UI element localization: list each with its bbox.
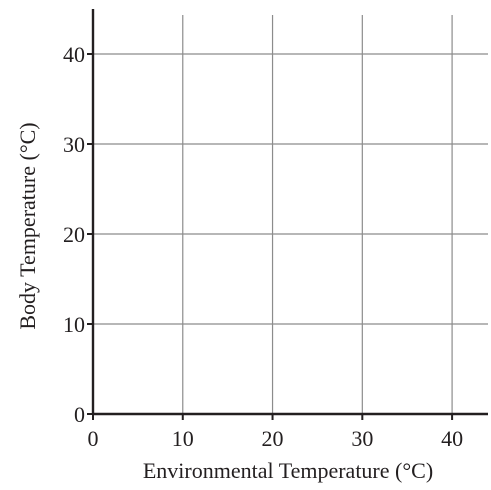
y-tick-label: 0 xyxy=(74,402,85,427)
x-tick-label: 10 xyxy=(172,426,194,451)
y-axis-title: Body Temperature (°C) xyxy=(15,122,40,329)
x-tick-label: 30 xyxy=(351,426,373,451)
y-tick-label: 10 xyxy=(63,312,85,337)
x-tick-label: 40 xyxy=(441,426,463,451)
y-tick-label: 20 xyxy=(63,222,85,247)
y-tick-label: 30 xyxy=(63,132,85,157)
axes xyxy=(91,9,488,416)
ticks: 0 10 20 30 40 0 10 20 30 40 xyxy=(63,42,463,451)
x-axis-title: Environmental Temperature (°C) xyxy=(143,458,433,483)
grid xyxy=(93,15,488,414)
y-tick-label: 40 xyxy=(63,42,85,67)
x-tick-label: 0 xyxy=(88,426,99,451)
x-tick-label: 20 xyxy=(262,426,284,451)
